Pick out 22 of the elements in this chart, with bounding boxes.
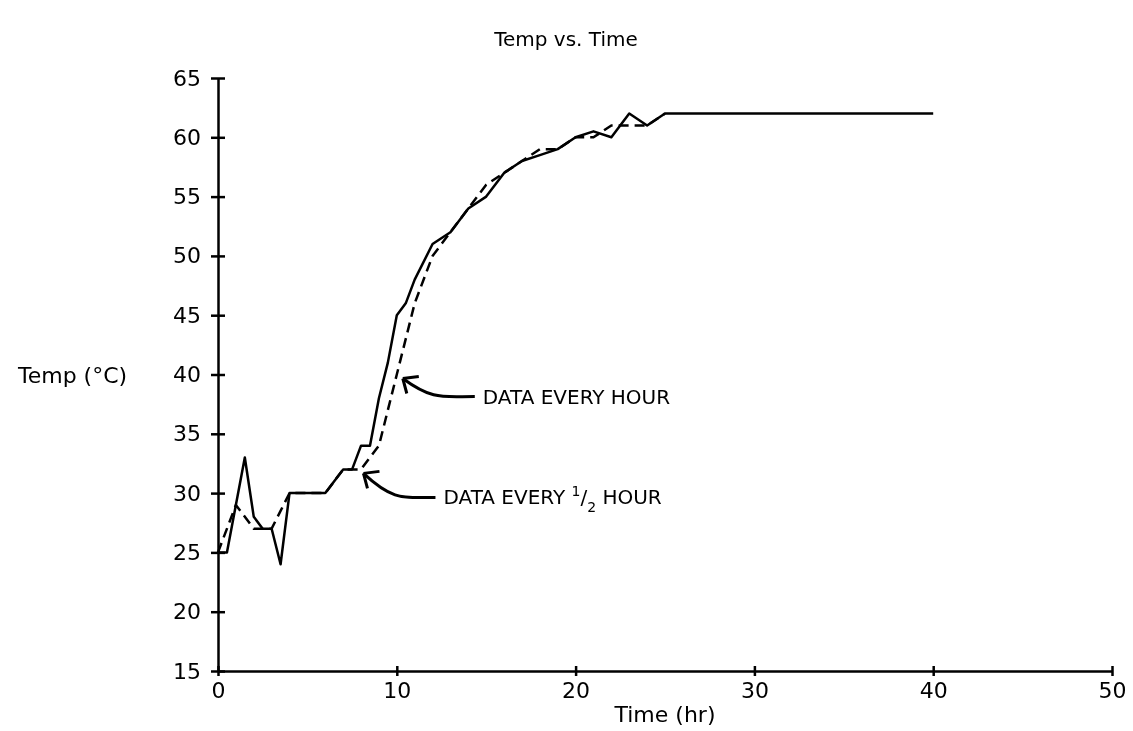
x-tick-label: 10 — [383, 678, 412, 704]
y-axis-title: Temp (°C) — [17, 362, 128, 388]
annotation: DATA EVERY $^{1}$/$_{2}$ HOUR — [443, 483, 662, 516]
x-tick-label: 30 — [740, 678, 769, 704]
annotation: DATA EVERY HOUR — [482, 384, 671, 409]
y-tick-label: 50 — [173, 243, 201, 269]
y-tick-label: 25 — [173, 539, 201, 565]
y-tick-label: 45 — [173, 302, 201, 328]
x-axis-title: Time (hr) — [613, 702, 716, 727]
chart-title: Temp vs. Time — [493, 27, 638, 51]
x-tick-label: 20 — [562, 678, 591, 704]
y-tick-label: 15 — [173, 658, 201, 684]
x-tick-label: 40 — [919, 678, 948, 704]
y-tick-label: 30 — [173, 480, 201, 506]
y-tick-label: 20 — [173, 599, 201, 625]
y-tick-label: 55 — [173, 184, 201, 210]
x-tick-label: 0 — [211, 678, 226, 704]
x-tick-label: 50 — [1098, 678, 1127, 704]
y-tick-label: 40 — [173, 362, 201, 388]
y-tick-label: 35 — [173, 421, 201, 447]
y-tick-label: 65 — [173, 65, 201, 91]
y-tick-label: 60 — [173, 124, 201, 150]
